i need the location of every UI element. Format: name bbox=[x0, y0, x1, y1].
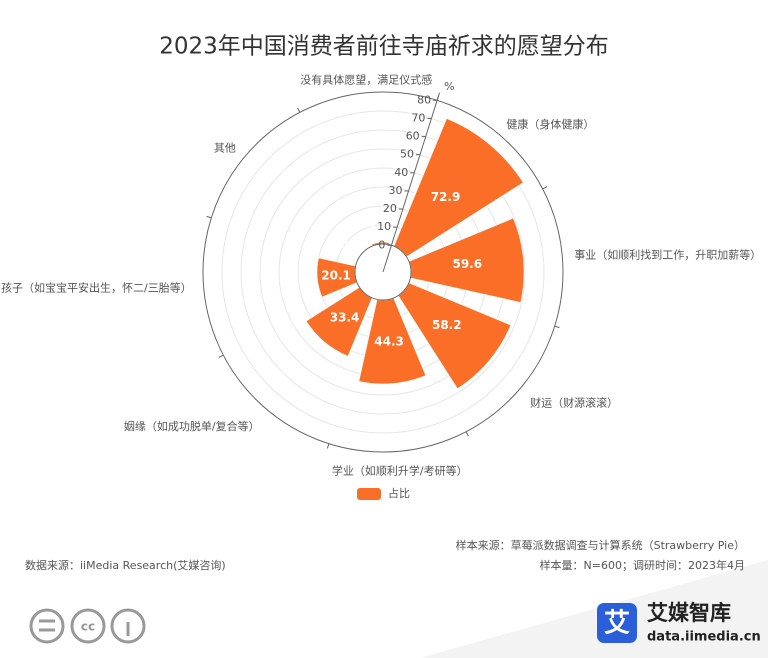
value-label: 0.4 bbox=[340, 238, 361, 252]
value-label: 58.2 bbox=[432, 318, 462, 332]
value-label: 20.1 bbox=[321, 269, 351, 283]
logo-char: 艾 bbox=[604, 609, 630, 639]
ring-tick bbox=[326, 443, 330, 449]
category-label: 孩子（如宝宝平安出生，怀二/三胎等） bbox=[1, 281, 192, 295]
cc-icons bbox=[29, 608, 146, 644]
y-tick-label: 0 bbox=[378, 238, 385, 251]
value-label: 33.4 bbox=[330, 310, 360, 324]
ring-tick bbox=[297, 107, 301, 113]
sample-size: 样本量：N=600；调研时间：2023年4月 bbox=[540, 558, 745, 572]
value-label: 59.6 bbox=[452, 257, 482, 271]
category-label: 其他 bbox=[214, 142, 236, 155]
logo-box bbox=[597, 603, 637, 643]
y-tick-label: 70 bbox=[411, 111, 425, 124]
ring-tick bbox=[542, 186, 548, 190]
value-label: 1.1 bbox=[369, 223, 390, 237]
category-label: 学业（如顺利升学/考研等） bbox=[332, 463, 468, 477]
legend-label: 占比 bbox=[388, 486, 410, 500]
grid-circle bbox=[240, 129, 526, 415]
value-label: 44.3 bbox=[374, 334, 404, 348]
ring-tick bbox=[554, 325, 560, 329]
axis-unit: % bbox=[444, 80, 454, 93]
brand-url: data.iimedia.cn bbox=[647, 630, 761, 645]
y-tick-label: 50 bbox=[400, 148, 414, 161]
legend-swatch bbox=[357, 488, 381, 500]
radial-axis bbox=[382, 92, 441, 273]
y-tick-label: 20 bbox=[383, 202, 397, 215]
brand: 艾媒智库 bbox=[647, 601, 731, 625]
cc-text: cc bbox=[81, 620, 95, 634]
ring-tick bbox=[218, 354, 224, 358]
y-tick-label: 80 bbox=[417, 93, 431, 106]
category-label: 财运（财源滚滚） bbox=[530, 395, 618, 409]
category-label: 事业（如顺利找到工作，升职加薪等） bbox=[574, 247, 761, 261]
ring-tick bbox=[206, 215, 212, 219]
ring-tick bbox=[465, 431, 469, 437]
y-tick-label: 60 bbox=[406, 130, 420, 143]
corner-decoration bbox=[420, 560, 768, 658]
value-label: 72.9 bbox=[431, 190, 461, 204]
y-tick-label: 30 bbox=[389, 184, 403, 197]
chart-title: 2023年中国消费者前往寺庙祈求的愿望分布 bbox=[159, 34, 609, 60]
data-source: 数据来源：iiMedia Research(艾媒咨询) bbox=[25, 558, 226, 572]
category-label: 健康（身体健康） bbox=[506, 117, 594, 131]
sample-source: 样本来源：草莓派数据调查与计算系统（Strawberry Pie） bbox=[456, 538, 745, 552]
grid-circle bbox=[202, 91, 564, 453]
y-tick-label: 40 bbox=[394, 166, 408, 179]
y-tick-label: 10 bbox=[377, 220, 391, 233]
category-label: 姻缘（如成功脱单/复合等） bbox=[124, 419, 260, 433]
plot-area: 1.1 72.9 59.6 58.2 44.3 33.4 20.1 0.4 没有具体愿望，满足仪… bbox=[1, 73, 761, 478]
category-label: 没有具体愿望，满足仪式感 bbox=[300, 73, 432, 87]
grid-circle bbox=[221, 110, 545, 434]
